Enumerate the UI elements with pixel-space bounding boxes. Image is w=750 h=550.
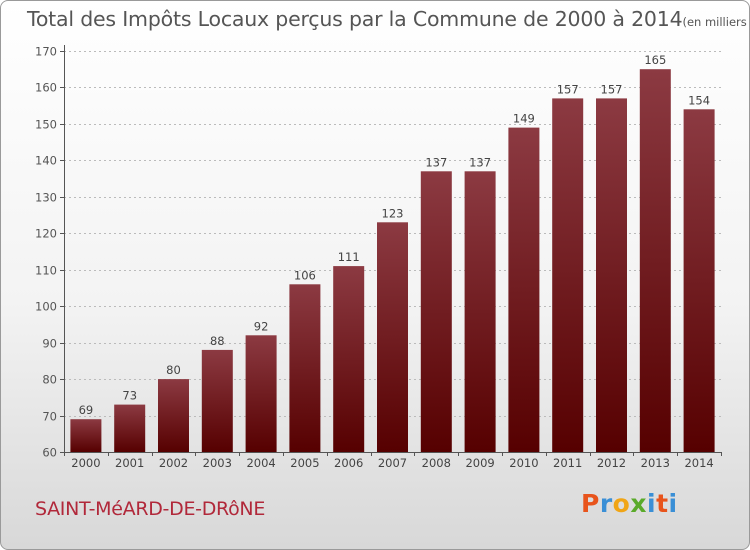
logo-letter: o (612, 489, 631, 518)
x-tick-label: 2011 (553, 456, 582, 470)
y-tick-label: 120 (35, 227, 57, 241)
logo-letter: i (647, 489, 657, 518)
bar-value-label: 92 (254, 319, 269, 333)
x-tick-label: 2009 (465, 456, 494, 470)
y-tick-label: 60 (42, 446, 57, 460)
chart-title-text: Total des Impôts Locaux perçus par la Co… (27, 7, 683, 31)
y-tick-label: 170 (35, 45, 57, 59)
y-tick-label: 100 (35, 300, 57, 314)
y-tick-label: 150 (35, 118, 57, 132)
logo-letter: P (581, 489, 600, 518)
y-tick-label: 80 (42, 373, 57, 387)
logo-letter: r (599, 489, 613, 518)
x-tick-label: 2012 (597, 456, 626, 470)
chart-unit: (en milliers d'€) (682, 15, 749, 29)
bar (639, 69, 671, 452)
x-tick-label: 2008 (422, 456, 451, 470)
bar-value-label: 69 (79, 403, 94, 417)
bar (596, 98, 627, 453)
logo-letter: i (668, 489, 678, 518)
bar (201, 349, 233, 452)
bar-value-label: 149 (513, 112, 535, 126)
y-tick-label: 140 (35, 154, 57, 168)
x-tick-label: 2000 (71, 456, 100, 470)
logo-letter: x (630, 489, 647, 518)
bar-value-label: 157 (601, 82, 623, 96)
bar-value-label: 88 (210, 334, 225, 348)
x-tick-label: 2002 (159, 456, 188, 470)
bar (508, 127, 540, 452)
bar-value-label: 73 (122, 389, 137, 403)
bar-value-label: 157 (557, 82, 579, 96)
bar (245, 335, 277, 452)
bar-value-label: 165 (644, 53, 666, 67)
y-tick-label: 130 (35, 191, 57, 205)
bar (289, 284, 321, 452)
logo-letter: t (656, 489, 669, 518)
bar (683, 109, 715, 453)
x-tick-label: 2005 (290, 456, 319, 470)
x-tick-label: 2004 (246, 456, 275, 470)
x-tick-label: 2001 (115, 456, 144, 470)
x-tick-label: 2014 (684, 456, 713, 470)
bar-value-label: 154 (688, 93, 710, 107)
x-tick-label: 2003 (203, 456, 232, 470)
bar-value-label: 137 (469, 155, 491, 169)
y-tick-label: 90 (42, 337, 57, 351)
bar-value-label: 80 (166, 363, 181, 377)
x-tick-label: 2013 (641, 456, 670, 470)
bar (377, 222, 408, 452)
bar (158, 379, 189, 452)
x-tick-label: 2010 (509, 456, 538, 470)
bar-value-label: 111 (338, 250, 360, 264)
proxiti-logo[interactable]: Proxiti (581, 489, 678, 518)
y-tick-label: 110 (35, 264, 57, 278)
bar-value-label: 137 (425, 155, 447, 169)
bar (70, 419, 102, 452)
bar-value-label: 106 (294, 268, 316, 282)
bar-value-label: 123 (382, 206, 404, 220)
x-tick-label: 2006 (334, 456, 363, 470)
y-tick-label: 70 (42, 410, 57, 424)
bar (420, 171, 452, 453)
commune-name: SAINT-MéARD-DE-DRôNE (35, 498, 266, 520)
x-tick-label: 2007 (378, 456, 407, 470)
chart-title: Total des Impôts Locaux perçus par la Co… (27, 7, 749, 31)
bar (333, 266, 365, 452)
bar (114, 404, 146, 452)
y-tick-label: 160 (35, 81, 57, 95)
bar (464, 171, 496, 453)
bar (552, 98, 584, 453)
